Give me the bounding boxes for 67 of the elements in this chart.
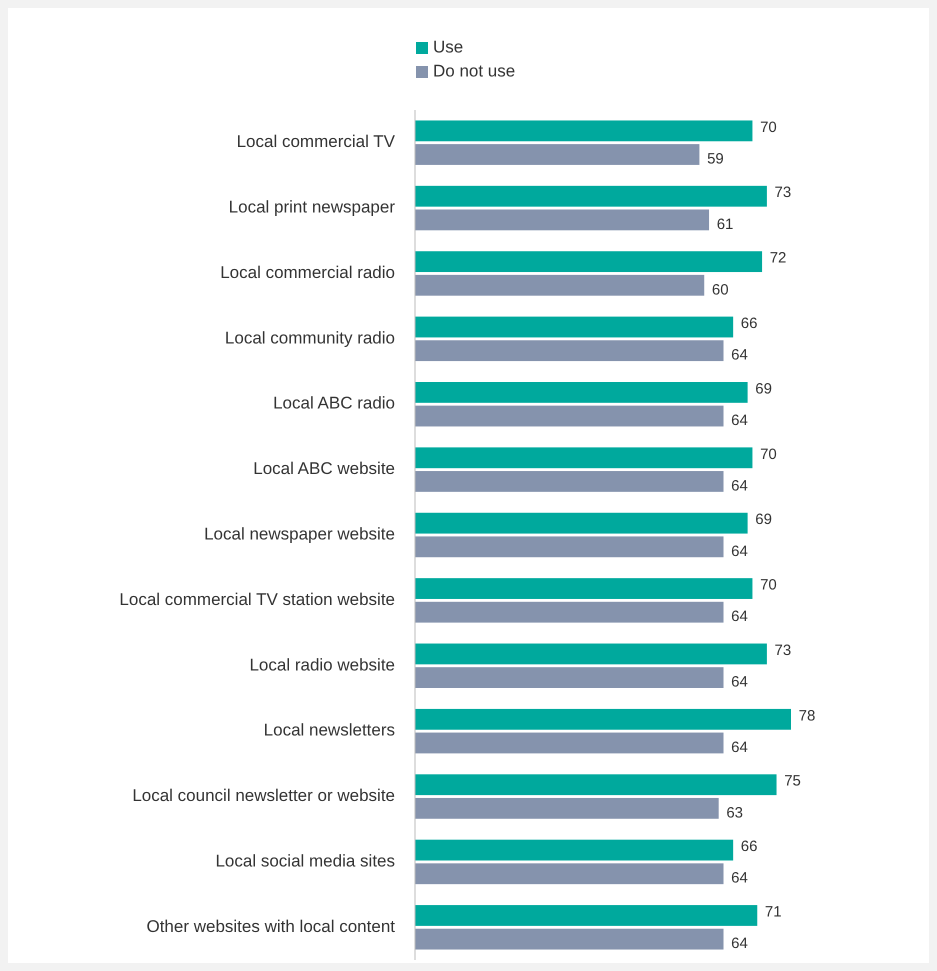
y-tick-label: Local council newsletter or website (132, 786, 395, 806)
data-label: 73 (774, 642, 792, 659)
bar (415, 340, 724, 362)
data-label: 64 (731, 674, 748, 691)
bar (415, 905, 758, 926)
data-label: 66 (740, 314, 758, 332)
bar (415, 536, 724, 558)
data-label: 71 (764, 903, 782, 920)
y-tick-label: Local newsletters (264, 720, 395, 740)
y-tick-label: Local commercial TV station website (119, 590, 395, 609)
legend-label: Use (433, 37, 464, 56)
data-label: 64 (731, 412, 748, 430)
bar (415, 251, 762, 272)
bar (415, 928, 724, 950)
bar (415, 120, 752, 142)
bar (415, 840, 734, 861)
y-tick-label: Local commercial TV (236, 132, 396, 152)
bar (415, 798, 719, 819)
bar (415, 406, 724, 426)
bar (415, 732, 724, 754)
data-label: 63 (726, 804, 744, 822)
bar (415, 708, 791, 730)
y-tick-label: Local print newspaper (228, 198, 396, 217)
bar (415, 774, 777, 796)
y-tick-label: Local ABC website (253, 459, 395, 478)
bar (415, 274, 704, 296)
bar (415, 863, 724, 884)
data-label: 64 (731, 608, 748, 626)
bar (415, 471, 724, 492)
bar (415, 186, 767, 207)
bar (415, 209, 710, 230)
legend-label: Do not use (433, 61, 516, 80)
data-label: 59 (707, 150, 724, 168)
data-label: 72 (770, 250, 786, 267)
data-label: 64 (731, 870, 748, 887)
data-label: 66 (740, 838, 758, 856)
data-label: 78 (798, 707, 816, 724)
bar (415, 578, 752, 599)
y-tick-label: Local newspaper website (204, 524, 395, 544)
bar (415, 602, 724, 623)
bar (415, 644, 767, 664)
bar (415, 316, 734, 338)
data-label: 69 (755, 511, 772, 528)
y-tick-label: Local ABC radio (273, 394, 395, 413)
data-label: 73 (774, 184, 792, 202)
data-label: 61 (716, 216, 734, 233)
data-label: 64 (731, 738, 748, 756)
data-label: 70 (760, 446, 777, 463)
data-label: 60 (712, 281, 729, 298)
y-tick-label: Local commercial radio (220, 262, 395, 282)
bar (415, 382, 748, 403)
y-tick-label: Local community radio (224, 328, 395, 348)
data-label: 70 (760, 576, 777, 594)
bar (415, 512, 748, 534)
data-label: 70 (760, 118, 777, 136)
y-tick-label: Local social media sites (215, 851, 395, 870)
bar (415, 447, 752, 468)
y-tick-label: Local radio website (249, 655, 395, 674)
data-label: 75 (784, 772, 801, 790)
bar (415, 144, 700, 165)
data-label: 64 (731, 542, 748, 560)
bar (415, 667, 724, 688)
data-label: 69 (755, 380, 772, 398)
y-tick-label: Other websites with local content (146, 916, 396, 936)
data-label: 64 (731, 477, 748, 494)
data-label: 64 (731, 346, 748, 364)
data-label: 64 (731, 935, 748, 952)
